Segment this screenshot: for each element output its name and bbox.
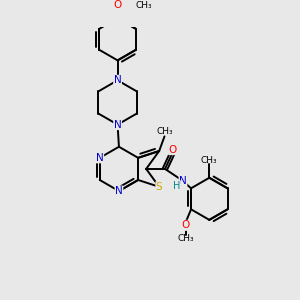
Text: CH₃: CH₃ (136, 2, 152, 10)
Text: O: O (169, 145, 177, 154)
Text: N: N (114, 120, 122, 130)
Text: O: O (113, 0, 122, 10)
Text: H: H (173, 181, 180, 191)
Text: CH₃: CH₃ (156, 127, 173, 136)
Text: CH₃: CH₃ (201, 156, 217, 165)
Text: N: N (114, 75, 122, 85)
Text: N: N (179, 176, 187, 186)
Text: N: N (96, 153, 103, 163)
Text: O: O (182, 220, 190, 230)
Text: S: S (156, 182, 163, 192)
Text: CH₃: CH₃ (177, 234, 194, 243)
Text: N: N (115, 186, 123, 196)
